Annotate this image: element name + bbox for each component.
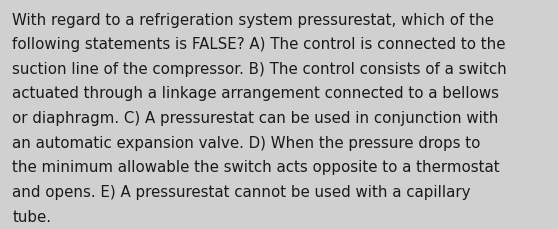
Text: tube.: tube. (12, 209, 51, 224)
Text: an automatic expansion valve. D) When the pressure drops to: an automatic expansion valve. D) When th… (12, 135, 480, 150)
Text: or diaphragm. C) A pressurestat can be used in conjunction with: or diaphragm. C) A pressurestat can be u… (12, 111, 499, 125)
Text: actuated through a linkage arrangement connected to a bellows: actuated through a linkage arrangement c… (12, 86, 499, 101)
Text: the minimum allowable the switch acts opposite to a thermostat: the minimum allowable the switch acts op… (12, 160, 500, 174)
Text: following statements is FALSE? A) The control is connected to the: following statements is FALSE? A) The co… (12, 37, 506, 52)
Text: With regard to a refrigeration system pressurestat, which of the: With regard to a refrigeration system pr… (12, 13, 494, 27)
Text: suction line of the compressor. B) The control consists of a switch: suction line of the compressor. B) The c… (12, 62, 507, 76)
Text: and opens. E) A pressurestat cannot be used with a capillary: and opens. E) A pressurestat cannot be u… (12, 184, 471, 199)
